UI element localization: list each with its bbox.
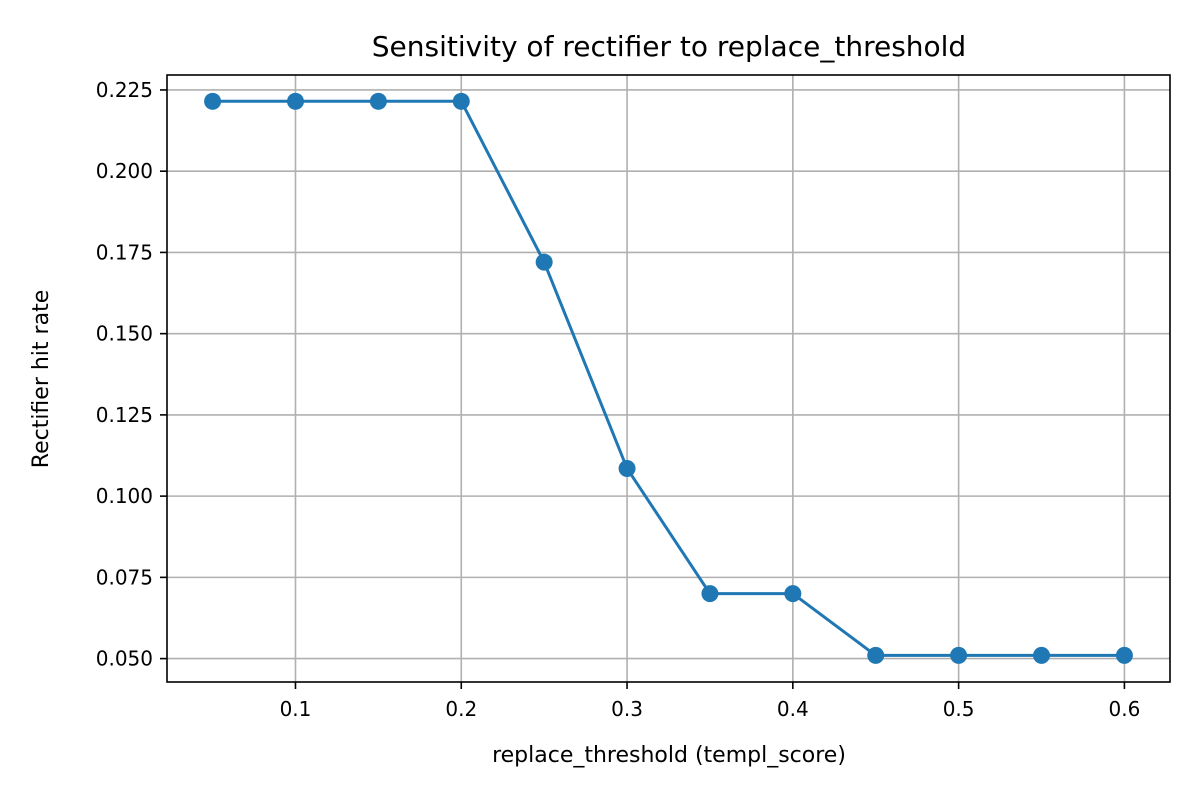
data-point <box>701 585 719 603</box>
data-point <box>867 646 885 664</box>
y-tick-label: 0.075 <box>96 565 153 589</box>
x-tick-label: 0.6 <box>1109 697 1141 721</box>
data-point <box>369 92 387 110</box>
chart-title: Sensitivity of rectifier to replace_thre… <box>372 30 966 63</box>
data-point <box>618 460 636 478</box>
axis-ticks: 0.1 0.2 0.3 0.4 0.5 0.6 0.050 0.075 0.100 0.125 0.… <box>96 78 1141 721</box>
data-point <box>950 646 968 664</box>
data-point <box>535 253 553 271</box>
x-tick-label: 0.4 <box>777 697 809 721</box>
grid-lines <box>167 75 1170 682</box>
data-point <box>286 92 304 110</box>
series-layer <box>204 92 1133 664</box>
x-axis-label: replace_threshold (templ_score) <box>492 743 846 768</box>
y-axis-label: Rectifier hit rate <box>29 290 54 468</box>
series-line <box>212 99 1125 657</box>
x-tick-label: 0.1 <box>280 697 312 721</box>
y-tick-label: 0.225 <box>96 78 153 102</box>
plot-frame <box>166 74 1171 683</box>
y-tick-label: 0.125 <box>96 403 153 427</box>
y-tick-label: 0.100 <box>96 484 153 508</box>
y-tick-label: 0.150 <box>96 322 153 346</box>
x-tick-label: 0.5 <box>943 697 975 721</box>
y-tick-label: 0.050 <box>96 647 153 671</box>
data-point <box>452 92 470 110</box>
data-point <box>1033 646 1051 664</box>
data-point <box>204 92 222 110</box>
x-tick-label: 0.2 <box>445 697 477 721</box>
y-tick-label: 0.200 <box>96 159 153 183</box>
data-point <box>784 585 802 603</box>
data-point <box>1115 646 1133 664</box>
x-tick-label: 0.3 <box>611 697 643 721</box>
y-tick-label: 0.175 <box>96 240 153 264</box>
